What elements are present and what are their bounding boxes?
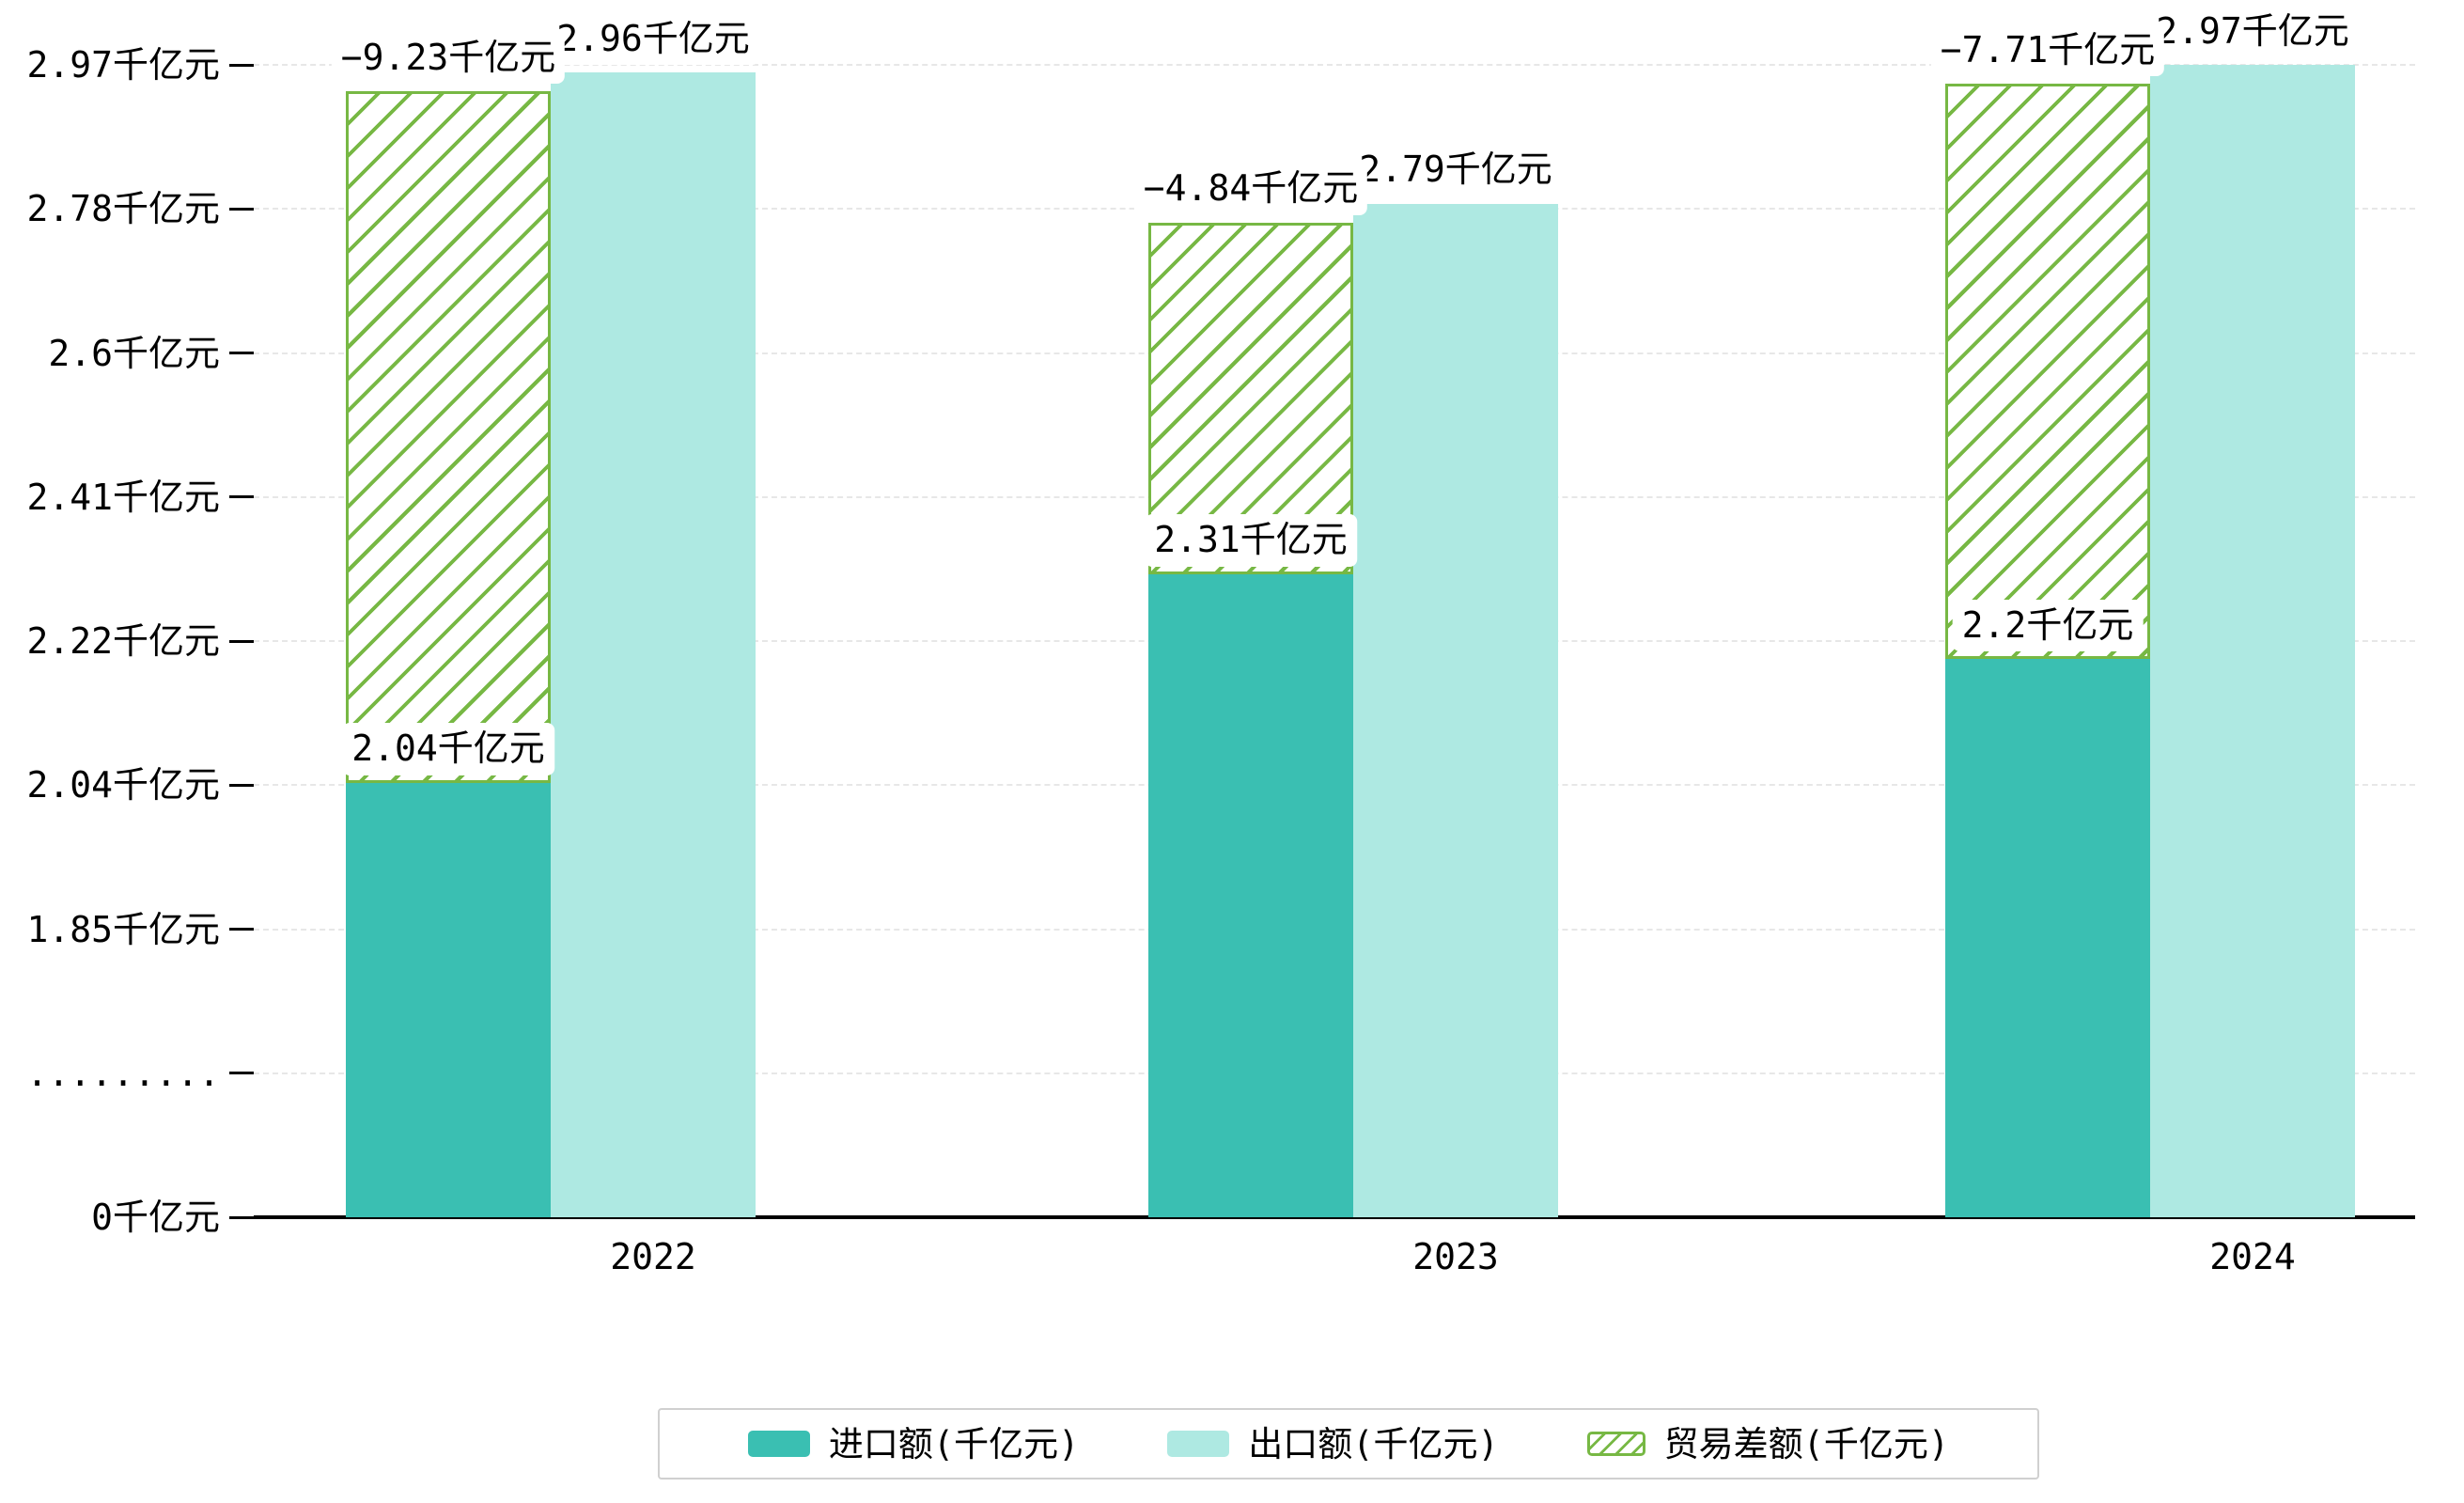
- y-axis-label: 2.22千亿元: [26, 620, 220, 662]
- bar-import-2022[interactable]: [346, 782, 551, 1217]
- x-axis-label-2022: 2022: [610, 1236, 696, 1277]
- balance-value-label: −9.23千亿元: [331, 31, 566, 85]
- bar-trade-balance-2024[interactable]: [1945, 84, 2150, 660]
- legend-label-import: 进口额(千亿元): [828, 1423, 1080, 1464]
- y-axis-tick: [229, 495, 254, 499]
- y-axis-label: .........: [26, 1052, 220, 1094]
- y-axis-label: 2.41千亿元: [26, 476, 220, 518]
- legend: 进口额(千亿元) 出口额(千亿元) 贸易差额(千亿元): [658, 1408, 2039, 1480]
- legend-item-import[interactable]: 进口额(千亿元): [747, 1423, 1080, 1464]
- y-axis-label: 1.85千亿元: [26, 908, 220, 950]
- y-axis-tick: [229, 207, 254, 211]
- y-axis-label: 2.78千亿元: [26, 188, 220, 230]
- y-axis-tick: [229, 352, 254, 354]
- bar-export-2022[interactable]: [551, 72, 756, 1217]
- y-axis-tick: [229, 63, 254, 67]
- bar-export-2024[interactable]: [2150, 65, 2355, 1217]
- bar-trade-balance-2022[interactable]: [346, 91, 551, 783]
- y-axis-label: 2.97千亿元: [26, 44, 220, 86]
- bar-import-2024[interactable]: [1945, 659, 2150, 1217]
- export-value-label: 2.79千亿元: [1349, 144, 1562, 196]
- import-value-label: 2.31千亿元: [1145, 514, 1357, 567]
- y-axis-tick: [229, 1072, 254, 1075]
- x-axis-label-2023: 2023: [1412, 1236, 1499, 1277]
- y-axis-label: 0千亿元: [91, 1197, 220, 1238]
- balance-value-label: −7.71千亿元: [1930, 23, 2165, 76]
- x-axis-label-2024: 2024: [2209, 1236, 2296, 1277]
- legend-item-export[interactable]: 出口额(千亿元): [1167, 1427, 1499, 1462]
- y-axis-tick: [229, 639, 254, 643]
- bar-import-2023[interactable]: [1148, 573, 1353, 1217]
- y-axis-tick: [229, 783, 254, 787]
- legend-label-export: 出口额(千亿元): [1248, 1423, 1499, 1464]
- y-axis-label: 2.6千亿元: [48, 332, 220, 374]
- legend-item-trade-balance[interactable]: 贸易差额(千亿元): [1586, 1423, 1950, 1464]
- bar-export-2023[interactable]: [1353, 203, 1558, 1217]
- trade-balance-swatch-icon: [1586, 1432, 1645, 1456]
- import-swatch-icon: [747, 1431, 810, 1457]
- export-value-label: 2.97千亿元: [2146, 5, 2359, 57]
- y-axis-label: 2.04千亿元: [26, 764, 220, 806]
- export-swatch-icon: [1167, 1431, 1230, 1457]
- y-axis-tick: [229, 1215, 254, 1219]
- legend-label-trade-balance: 贸易差额(千亿元): [1663, 1423, 1950, 1464]
- y-axis-tick: [229, 928, 254, 931]
- balance-value-label: −4.84千亿元: [1133, 163, 1368, 215]
- grid-line: [254, 64, 2415, 66]
- x-axis-line: [254, 1215, 2415, 1219]
- import-value-label: 2.2千亿元: [1952, 599, 2144, 652]
- export-value-label: 2.96千亿元: [547, 12, 759, 66]
- import-value-label: 2.04千亿元: [342, 723, 554, 775]
